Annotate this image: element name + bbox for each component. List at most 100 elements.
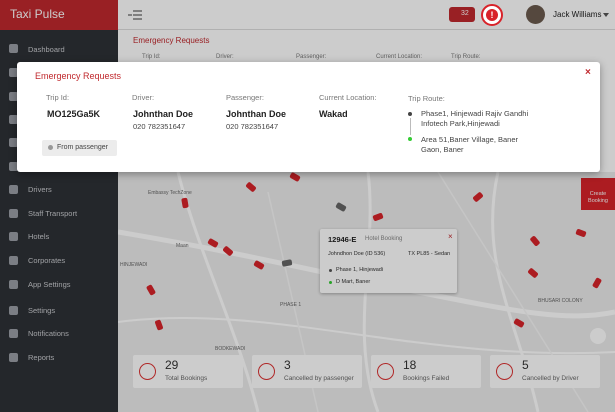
user-name[interactable]: Jack Williams: [553, 10, 602, 19]
route-end-dot: [408, 137, 412, 141]
locate-button[interactable]: [590, 328, 606, 344]
stat-card: 18 Bookings Failed: [371, 355, 481, 388]
stat-label: Cancelled by Driver: [522, 375, 579, 382]
brand-bar: Taxi Pulse: [0, 0, 118, 30]
trip-popup[interactable]: 12946-E Hotel Booking × Johndhon Doe (ID…: [320, 229, 457, 293]
route-line: [410, 118, 411, 135]
column: Trip Route:: [451, 54, 481, 60]
stat-icon: [139, 363, 156, 380]
label: Passenger:: [226, 93, 264, 102]
popup-driver: Johndhon Doe (ID 536): [328, 251, 386, 257]
notification-count: 32: [461, 10, 469, 17]
route-start-dot: [408, 112, 412, 116]
column: Passenger:: [296, 54, 327, 60]
nav-item[interactable]: Dashboard: [28, 45, 65, 54]
dropdown[interactable]: [603, 13, 609, 17]
source-dot: [48, 145, 53, 150]
route-to: Gaon, Baner: [421, 145, 464, 154]
modal-title: Emergency Requests: [35, 71, 122, 81]
modal-close[interactable]: ×: [585, 67, 591, 78]
menu-icon[interactable]: [128, 10, 142, 20]
from-dot: [329, 269, 332, 272]
icon: [9, 306, 18, 315]
stat-label: Bookings Failed: [403, 375, 450, 382]
create-booking[interactable]: Create Booking: [581, 178, 615, 210]
route-from: Phase1, Hinjewadi Rajiv Gandhi: [421, 109, 529, 118]
nav-item[interactable]: Drivers: [28, 185, 52, 194]
icon: [9, 256, 18, 265]
stat-label: Total Bookings: [165, 375, 208, 382]
alert-icon: !: [486, 9, 498, 21]
map-label: BODKEWADI: [215, 346, 246, 352]
icon: [9, 162, 18, 171]
stat-card: 3 Cancelled by passenger: [252, 355, 362, 388]
nav-item[interactable]: Reports: [28, 353, 55, 362]
icon: [9, 185, 18, 194]
to-dot: [329, 281, 332, 284]
icon: [9, 329, 18, 338]
label: Trip Route:: [408, 94, 445, 103]
column: Trip Id:: [142, 54, 161, 60]
column: Current Location:: [376, 54, 423, 60]
source: From passenger: [57, 144, 108, 151]
stat-label: Cancelled by passenger: [284, 375, 354, 382]
nav-item[interactable]: Staff Transport: [28, 209, 78, 218]
icon: [9, 68, 18, 77]
label: Trip Id:: [46, 93, 70, 102]
nav-item[interactable]: Settings: [28, 306, 56, 315]
stat-value: 5: [522, 358, 529, 372]
popup-type: Hotel Booking: [365, 236, 403, 242]
notification-badge[interactable]: 32: [449, 7, 475, 22]
popup-vehicle: TX PL85 - Sedan: [408, 251, 451, 257]
stat-icon: [496, 363, 513, 380]
create-text: Booking: [588, 198, 608, 204]
icon: [9, 353, 18, 362]
stat-card: 29 Total Bookings: [133, 355, 243, 388]
passenger-name: Johnthan Doe: [226, 109, 286, 119]
stat-icon: [377, 363, 394, 380]
nav-item[interactable]: Notifications: [28, 329, 69, 338]
nav-item[interactable]: Corporates: [28, 256, 66, 265]
popup-to: D Mart, Baner: [336, 279, 371, 285]
map-label: PHASE 1: [280, 302, 302, 308]
passenger-phone: 020 782351647: [226, 122, 279, 131]
map-label: BHUSARI COLONY: [538, 298, 583, 304]
map-label: Maan: [176, 243, 189, 249]
stat-value: 3: [284, 358, 291, 372]
icon: [9, 115, 18, 124]
stat-value: 18: [403, 358, 417, 372]
stat-value: 29: [165, 358, 179, 372]
alert-button[interactable]: !: [481, 4, 503, 26]
icon: [9, 280, 18, 289]
top-bar: 32 Jack Williams: [118, 0, 615, 30]
icon: [9, 209, 18, 218]
map-label: HINJEWADI: [120, 262, 148, 268]
nav-item[interactable]: Hotels: [28, 232, 50, 241]
stat-card: 5 Cancelled by Driver: [490, 355, 600, 388]
popup-from: Phase 1, Hinjewadi: [336, 267, 384, 273]
panel-title: Emergency Requests: [133, 36, 210, 45]
icon: [9, 92, 18, 101]
source-tag: From passenger: [42, 140, 117, 156]
column: Driver:: [216, 54, 234, 60]
driver-phone: 020 782351647: [133, 122, 186, 131]
avatar[interactable]: [526, 5, 545, 24]
map-label: Embassy TechZone: [148, 190, 192, 196]
emergency-modal: Emergency Requests × Trip Id: MO125Ga5K …: [17, 62, 600, 172]
popup-close[interactable]: ×: [448, 232, 453, 241]
trip-id: MO125Ga5K: [47, 109, 101, 119]
route-to: Area 51,Baner Village, Baner: [421, 135, 519, 144]
brand: Taxi Pulse: [10, 7, 65, 21]
create-text: Create: [589, 191, 607, 197]
stat-icon: [258, 363, 275, 380]
icon: [9, 44, 18, 53]
label: Driver:: [132, 93, 155, 102]
nav-item[interactable]: App Settings: [28, 280, 71, 289]
icon: [9, 138, 18, 147]
label: Current Location:: [319, 93, 377, 102]
icon: [9, 232, 18, 241]
popup-id: 12946-E: [328, 235, 357, 244]
route-from: Infotech Park,Hinjewadi: [421, 119, 500, 128]
location: Wakad: [319, 109, 348, 119]
